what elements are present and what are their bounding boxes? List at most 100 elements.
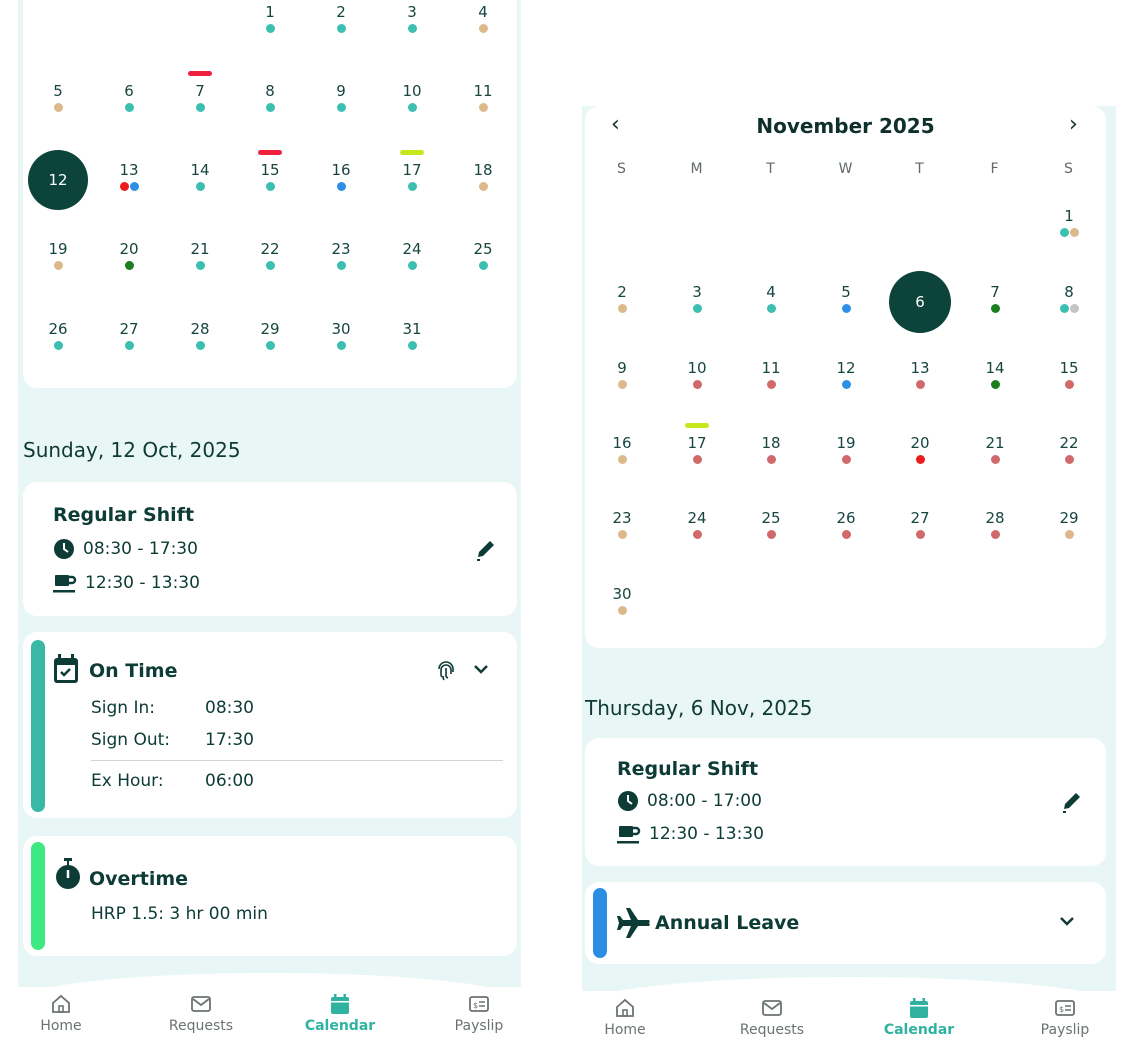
calendar-day[interactable]: 28 — [170, 319, 230, 350]
calendar-day[interactable]: 24 — [667, 508, 727, 539]
payslip-icon: $ — [429, 993, 521, 1015]
calendar-day[interactable]: 18 — [741, 433, 801, 464]
status-dot — [915, 530, 925, 539]
calendar-day[interactable]: 2 — [311, 2, 371, 33]
status-dot — [692, 380, 702, 389]
attendance-card[interactable]: On Time Sign In: 08:30 Sign Out: 17:30 E… — [23, 632, 517, 818]
calendar-day[interactable]: 21 — [170, 239, 230, 270]
calendar-day[interactable]: 24 — [382, 239, 442, 270]
calendar-day[interactable]: 27 — [99, 319, 159, 350]
chevron-down-icon[interactable] — [473, 664, 489, 676]
day-number: 21 — [190, 240, 210, 258]
selected-day[interactable]: 12 — [28, 150, 88, 210]
nav-item-home[interactable]: Home — [18, 993, 111, 1034]
calendar-day[interactable]: 30 — [592, 584, 652, 615]
airplane-icon — [617, 908, 650, 938]
next-month-button[interactable]: › — [1069, 112, 1078, 137]
calendar-day[interactable]: 25 — [453, 239, 513, 270]
nav-item-calendar[interactable]: Calendar — [290, 993, 390, 1034]
day-number: 15 — [1059, 359, 1079, 377]
selected-day[interactable]: 6 — [889, 271, 951, 333]
calendar-day[interactable]: 8 — [1039, 282, 1099, 313]
calendar-day[interactable]: 22 — [240, 239, 300, 270]
chevron-down-icon[interactable] — [1059, 916, 1075, 928]
calendar-day[interactable]: 26 — [28, 319, 88, 350]
leave-card[interactable]: Annual Leave — [585, 882, 1106, 964]
calendar-day[interactable]: 20 — [99, 239, 159, 270]
calendar-day[interactable]: 14 — [965, 358, 1025, 389]
calendar-day[interactable]: 22 — [1039, 433, 1099, 464]
break-time-row: 12:30 - 13:30 — [53, 572, 200, 594]
status-dot — [265, 261, 275, 270]
calendar-day[interactable]: 29 — [1039, 508, 1099, 539]
calendar-day[interactable]: 11 — [453, 81, 513, 112]
status-dot — [1064, 380, 1074, 389]
calendar-day[interactable]: 18 — [453, 160, 513, 191]
status-dot — [124, 103, 134, 112]
calendar-day[interactable]: 5 — [28, 81, 88, 112]
calendar-icon — [290, 993, 390, 1015]
break-time: 12:30 - 13:30 — [649, 824, 764, 844]
status-dot — [407, 182, 417, 191]
nav-item-calendar[interactable]: Calendar — [869, 997, 969, 1038]
calendar-day[interactable]: 31 — [382, 319, 442, 350]
day-number: 11 — [473, 82, 493, 100]
day-number: 26 — [836, 509, 856, 527]
calendar-day[interactable]: 15 — [240, 160, 300, 191]
calendar-day[interactable]: 25 — [741, 508, 801, 539]
calendar-day[interactable]: 4 — [453, 2, 513, 33]
status-dot — [119, 182, 129, 191]
calendar-day[interactable]: 1 — [240, 2, 300, 33]
nav-item-home[interactable]: Home — [582, 997, 675, 1038]
calendar-day[interactable]: 23 — [592, 508, 652, 539]
nav-item-requests[interactable]: Requests — [722, 997, 822, 1038]
calendar-day[interactable]: 26 — [816, 508, 876, 539]
edit-pencil-icon[interactable] — [1061, 790, 1083, 814]
nav-item-payslip[interactable]: $ Payslip — [429, 993, 521, 1034]
calendar-day[interactable]: 23 — [311, 239, 371, 270]
calendar-day[interactable]: 9 — [592, 358, 652, 389]
calendar-day[interactable]: 3 — [667, 282, 727, 313]
calendar-day[interactable]: 10 — [667, 358, 727, 389]
status-dot — [1064, 530, 1074, 539]
calendar-day[interactable]: 16 — [592, 433, 652, 464]
calendar-day[interactable]: 16 — [311, 160, 371, 191]
calendar-day[interactable]: 6 — [99, 81, 159, 112]
calendar-day[interactable]: 4 — [741, 282, 801, 313]
status-dot — [692, 304, 702, 313]
calendar-day[interactable]: 5 — [816, 282, 876, 313]
calendar-day[interactable]: 27 — [890, 508, 950, 539]
calendar-day[interactable]: 1 — [1039, 206, 1099, 237]
calendar-day[interactable]: 14 — [170, 160, 230, 191]
calendar-day[interactable]: 7 — [170, 81, 230, 112]
calendar-day[interactable]: 30 — [311, 319, 371, 350]
calendar-day[interactable]: 17 — [382, 160, 442, 191]
calendar-day[interactable]: 21 — [965, 433, 1025, 464]
calendar-day[interactable]: 7 — [965, 282, 1025, 313]
calendar-day[interactable]: 13 — [99, 160, 159, 191]
edit-pencil-icon[interactable] — [475, 538, 497, 562]
calendar-day[interactable]: 3 — [382, 2, 442, 33]
sign-in-value: 08:30 — [205, 698, 254, 718]
nav-item-requests[interactable]: Requests — [151, 993, 251, 1034]
calendar-day[interactable]: 12 — [816, 358, 876, 389]
sign-out-value: 17:30 — [205, 730, 254, 750]
day-number: 11 — [761, 359, 781, 377]
calendar-day[interactable]: 29 — [240, 319, 300, 350]
calendar-day[interactable]: 9 — [311, 81, 371, 112]
calendar-day[interactable]: 19 — [816, 433, 876, 464]
prev-month-button[interactable]: ‹ — [611, 112, 620, 137]
calendar-day[interactable]: 20 — [890, 433, 950, 464]
calendar-day[interactable]: 17 — [667, 433, 727, 464]
calendar-day[interactable]: 15 — [1039, 358, 1099, 389]
calendar-day[interactable]: 11 — [741, 358, 801, 389]
nav-item-payslip[interactable]: $ Payslip — [1015, 997, 1115, 1038]
status-dot — [195, 182, 205, 191]
calendar-day[interactable]: 13 — [890, 358, 950, 389]
calendar-day[interactable]: 8 — [240, 81, 300, 112]
calendar-day[interactable]: 19 — [28, 239, 88, 270]
calendar-day[interactable]: 10 — [382, 81, 442, 112]
calendar-day[interactable]: 2 — [592, 282, 652, 313]
day-number: 20 — [119, 240, 139, 258]
calendar-day[interactable]: 28 — [965, 508, 1025, 539]
